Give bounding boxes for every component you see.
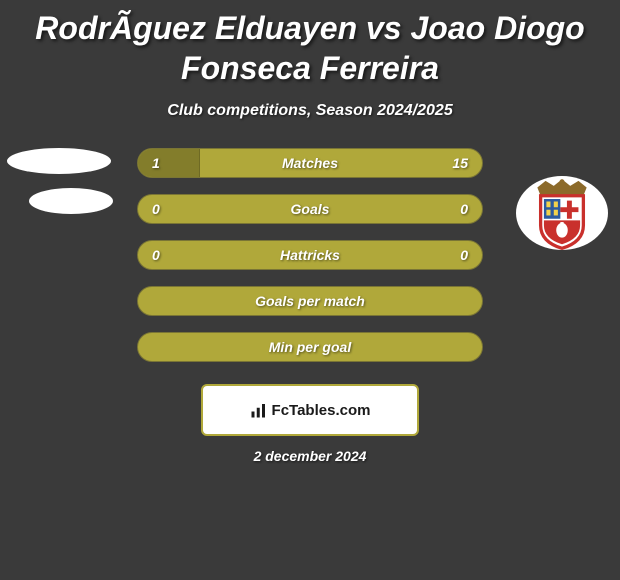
player-left-club: [6, 148, 112, 234]
stat-row: Min per goal: [137, 332, 483, 362]
stat-value-left: 0: [152, 247, 160, 263]
page-title: RodrÃ­guez Elduayen vs Joao Diogo Fonsec…: [0, 0, 620, 88]
stat-label: Goals: [291, 201, 330, 217]
stat-row: 1 Matches 15: [137, 148, 483, 178]
stat-value-left: 0: [152, 201, 160, 217]
stat-row: Goals per match: [137, 286, 483, 316]
stat-fill-left: [138, 149, 200, 177]
stat-bar-list: 1 Matches 15 0 Goals 0 0 Hattricks 0 Goals per ma…: [137, 148, 483, 362]
stat-label: Matches: [282, 155, 338, 171]
player-right-club: [508, 148, 614, 234]
club-badge-braga: [516, 176, 608, 250]
comparison-panel: 1 Matches 15 0 Goals 0 0 Hattricks 0 Goals per ma…: [0, 148, 620, 362]
stat-label: Hattricks: [280, 247, 340, 263]
attribution-text: FcTables.com: [272, 402, 371, 419]
stat-value-left: 1: [152, 155, 160, 171]
stat-value-right: 15: [452, 155, 468, 171]
attribution-box[interactable]: FcTables.com: [201, 384, 419, 436]
stat-label: Min per goal: [269, 339, 351, 355]
bar-chart-icon: [250, 401, 268, 419]
page-date: 2 december 2024: [0, 448, 620, 464]
stat-row: 0 Hattricks 0: [137, 240, 483, 270]
club-logo-placeholder-2: [29, 188, 113, 214]
braga-crest-icon: [529, 176, 595, 250]
club-logo-placeholder-1: [7, 148, 111, 174]
page-subtitle: Club competitions, Season 2024/2025: [0, 102, 620, 120]
stat-label: Goals per match: [255, 293, 365, 309]
stat-row: 0 Goals 0: [137, 194, 483, 224]
stat-value-right: 0: [460, 201, 468, 217]
stat-value-right: 0: [460, 247, 468, 263]
